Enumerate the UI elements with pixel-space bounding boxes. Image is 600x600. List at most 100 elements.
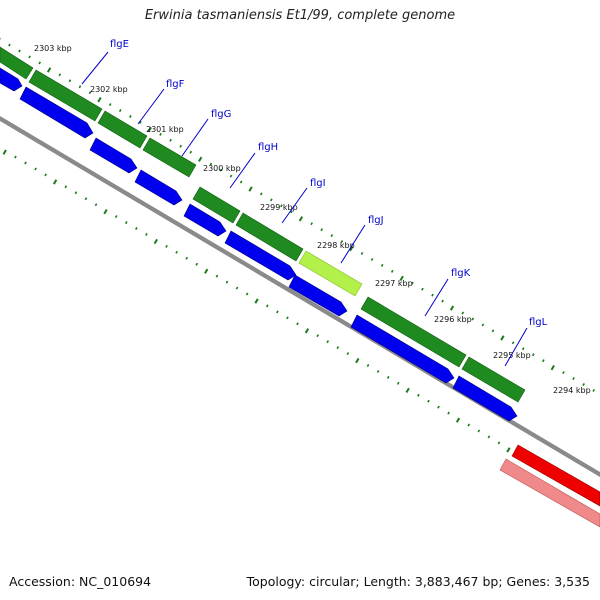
major-tick-mark — [500, 335, 505, 341]
minor-tick-mark — [346, 352, 350, 356]
minor-tick-mark — [78, 85, 82, 89]
major-tick-mark — [349, 245, 354, 252]
major-tick-mark — [248, 186, 253, 192]
gene-arrow — [89, 137, 138, 174]
minor-tick-mark — [270, 198, 273, 202]
minor-tick-mark — [390, 269, 394, 273]
cds-track — [0, 46, 526, 403]
gene-arrow — [452, 375, 518, 422]
kbp-label: 2302 kbp — [90, 85, 128, 94]
minor-tick-mark — [427, 399, 430, 403]
minor-tick-mark — [531, 353, 535, 357]
rrna-track — [499, 444, 600, 528]
kbp-label: 2296 kbp — [434, 315, 472, 324]
kbp-label: 2299 kbp — [260, 203, 298, 212]
gene-label: flgH — [258, 142, 278, 153]
kbp-label: 2300 kbp — [203, 164, 241, 173]
gene-label: flgK — [451, 268, 471, 279]
minor-tick-mark — [58, 73, 62, 77]
cds-segment — [97, 110, 148, 149]
minor-tick-mark — [360, 251, 364, 255]
kbp-label: 2298 kbp — [317, 241, 355, 250]
minor-tick-mark — [185, 256, 189, 260]
kbp-label: 2303 kbp — [34, 44, 72, 53]
major-tick-mark — [304, 328, 310, 334]
major-tick-mark — [399, 275, 404, 282]
minor-tick-mark — [239, 180, 243, 184]
minor-tick-mark — [316, 334, 319, 338]
cds-segment-highlight — [298, 250, 363, 297]
minor-tick-mark — [417, 393, 420, 397]
gene-arrow — [224, 230, 297, 281]
minor-tick-mark — [64, 185, 68, 189]
gene-label: flgF — [166, 79, 185, 90]
gene-arrow — [350, 314, 455, 384]
inner-tick-marks — [2, 149, 600, 504]
major-tick-mark — [254, 298, 259, 304]
cds-segment — [192, 186, 241, 224]
major-tick-mark — [506, 447, 511, 453]
minor-tick-mark — [28, 55, 31, 59]
kbp-label: 2294 kbp — [553, 386, 591, 395]
minor-tick-mark — [124, 221, 128, 225]
minor-tick-mark — [336, 346, 340, 350]
major-tick-mark — [449, 305, 455, 311]
minor-tick-mark — [38, 61, 41, 65]
gene-arrow — [134, 169, 183, 206]
minor-tick-mark — [189, 150, 193, 154]
minor-tick-mark — [330, 234, 334, 238]
gene-label: flgG — [211, 109, 231, 120]
rrna-feature-light — [499, 458, 600, 528]
minor-tick-mark — [8, 43, 11, 47]
minor-tick-mark — [88, 91, 92, 95]
minor-tick-mark — [74, 191, 78, 195]
major-tick-mark — [405, 387, 410, 394]
minor-tick-mark — [477, 429, 481, 433]
major-tick-mark — [298, 216, 304, 222]
gene-arrow — [183, 203, 227, 237]
minor-tick-mark — [34, 167, 37, 171]
minor-tick-mark — [582, 383, 585, 386]
minor-tick-mark — [276, 310, 279, 314]
minor-tick-mark — [471, 317, 475, 321]
minor-tick-mark — [461, 311, 465, 315]
minor-tick-mark — [592, 388, 596, 392]
minor-tick-mark — [68, 79, 72, 83]
minor-tick-mark — [195, 262, 199, 266]
minor-tick-mark — [245, 292, 249, 296]
kbp-label: 2297 kbp — [375, 279, 413, 288]
gene-arrow-track — [0, 67, 518, 422]
kbp-labels: 2303 kbp 2302 kbp 2301 kbp 2300 kbp 2299… — [34, 44, 591, 395]
minor-tick-mark — [320, 228, 324, 232]
gene-arrow — [19, 86, 94, 139]
gene-label: flgL — [529, 317, 548, 328]
minor-tick-mark — [411, 281, 414, 285]
minor-tick-mark — [437, 405, 440, 409]
gene-label: flgJ — [368, 215, 384, 226]
minor-tick-mark — [481, 323, 485, 327]
gene-labels: flgE flgF flgG flgH flgI flgJ flgK flgL — [110, 39, 548, 328]
major-tick-mark — [198, 156, 203, 162]
gene-label-leaders — [81, 51, 528, 367]
cds-segment — [461, 356, 526, 403]
minor-tick-mark — [441, 299, 444, 303]
minor-tick-mark — [215, 274, 219, 278]
major-tick-mark — [52, 179, 58, 185]
minor-tick-mark — [219, 168, 223, 172]
minor-tick-mark — [542, 359, 545, 363]
genome-summary-text: Topology: circular; Length: 3,883,467 bp… — [246, 574, 590, 589]
minor-tick-mark — [286, 316, 289, 320]
minor-tick-mark — [296, 322, 299, 326]
minor-tick-mark — [487, 435, 491, 439]
minor-tick-mark — [145, 232, 148, 236]
minor-tick-mark — [14, 155, 17, 159]
minor-tick-mark — [497, 441, 501, 445]
minor-tick-mark — [265, 304, 269, 308]
minor-tick-mark — [209, 162, 213, 166]
rrna-feature — [511, 444, 600, 507]
minor-tick-mark — [114, 215, 118, 219]
minor-tick-mark — [94, 203, 98, 207]
map-title: Erwinia tasmaniensis Et1/99, complete ge… — [144, 8, 456, 23]
